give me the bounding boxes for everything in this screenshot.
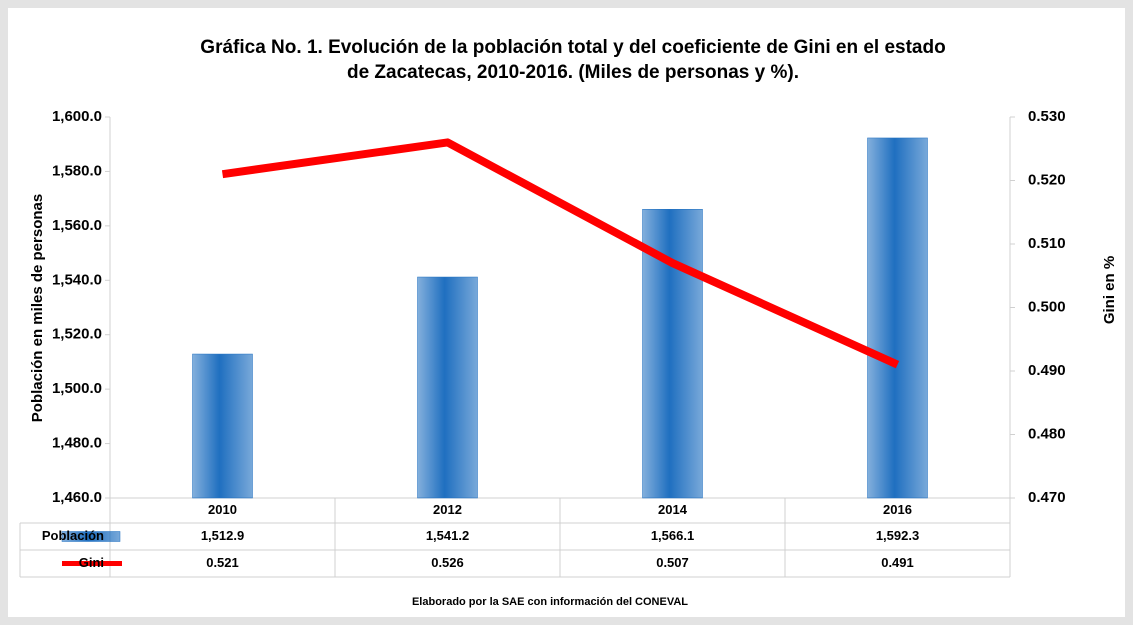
data-label: 1,512.9 [201,528,244,543]
data-label: 0.521 [206,555,239,570]
legend-label: Gini [79,555,104,570]
y-tick-label: 1,480.0 [52,435,102,452]
y-tick-label: 1,560.0 [52,217,102,234]
bar [642,209,703,499]
chart-title: de Zacatecas, 2010-2016. (Miles de perso… [347,62,799,83]
y-tick-label: 1,600.0 [52,108,102,125]
y2-tick-label: 0.490 [1028,362,1066,379]
y-tick-label: 1,460.0 [52,489,102,506]
data-label: 1,541.2 [426,528,469,543]
x-tick-label: 2014 [658,502,688,517]
y-tick-label: 1,580.0 [52,162,102,179]
chart-title: Gráfica No. 1. Evolución de la población… [200,37,945,58]
data-label: 0.491 [881,555,914,570]
y2-tick-label: 0.470 [1028,489,1066,506]
data-label: 0.526 [431,555,464,570]
data-label: 1,592.3 [876,528,919,543]
bar [192,353,253,499]
x-tick-label: 2012 [433,502,462,517]
source-note: Elaborado por la SAE con información del… [412,596,688,608]
line [221,138,900,369]
bar [417,276,478,499]
data-label: 0.507 [656,555,689,570]
y-axis-label: Población en miles de personas [29,194,46,422]
legend-label: Población [42,528,104,543]
bar [867,137,928,499]
x-tick-label: 2016 [883,502,912,517]
y-tick-label: 1,540.0 [52,271,102,288]
y2-tick-label: 0.500 [1028,298,1066,315]
x-tick-label: 2010 [208,502,237,517]
y-tick-label: 1,500.0 [52,380,102,397]
y2-tick-label: 0.510 [1028,235,1066,252]
y2-tick-label: 0.530 [1028,108,1066,125]
y2-tick-label: 0.480 [1028,425,1066,442]
y2-tick-label: 0.520 [1028,171,1066,188]
data-label: 1,566.1 [651,528,694,543]
y2-axis-label: Gini en % [1101,256,1118,324]
y-tick-label: 1,520.0 [52,326,102,343]
chart-background [8,8,1125,617]
legend-swatch [61,531,121,542]
